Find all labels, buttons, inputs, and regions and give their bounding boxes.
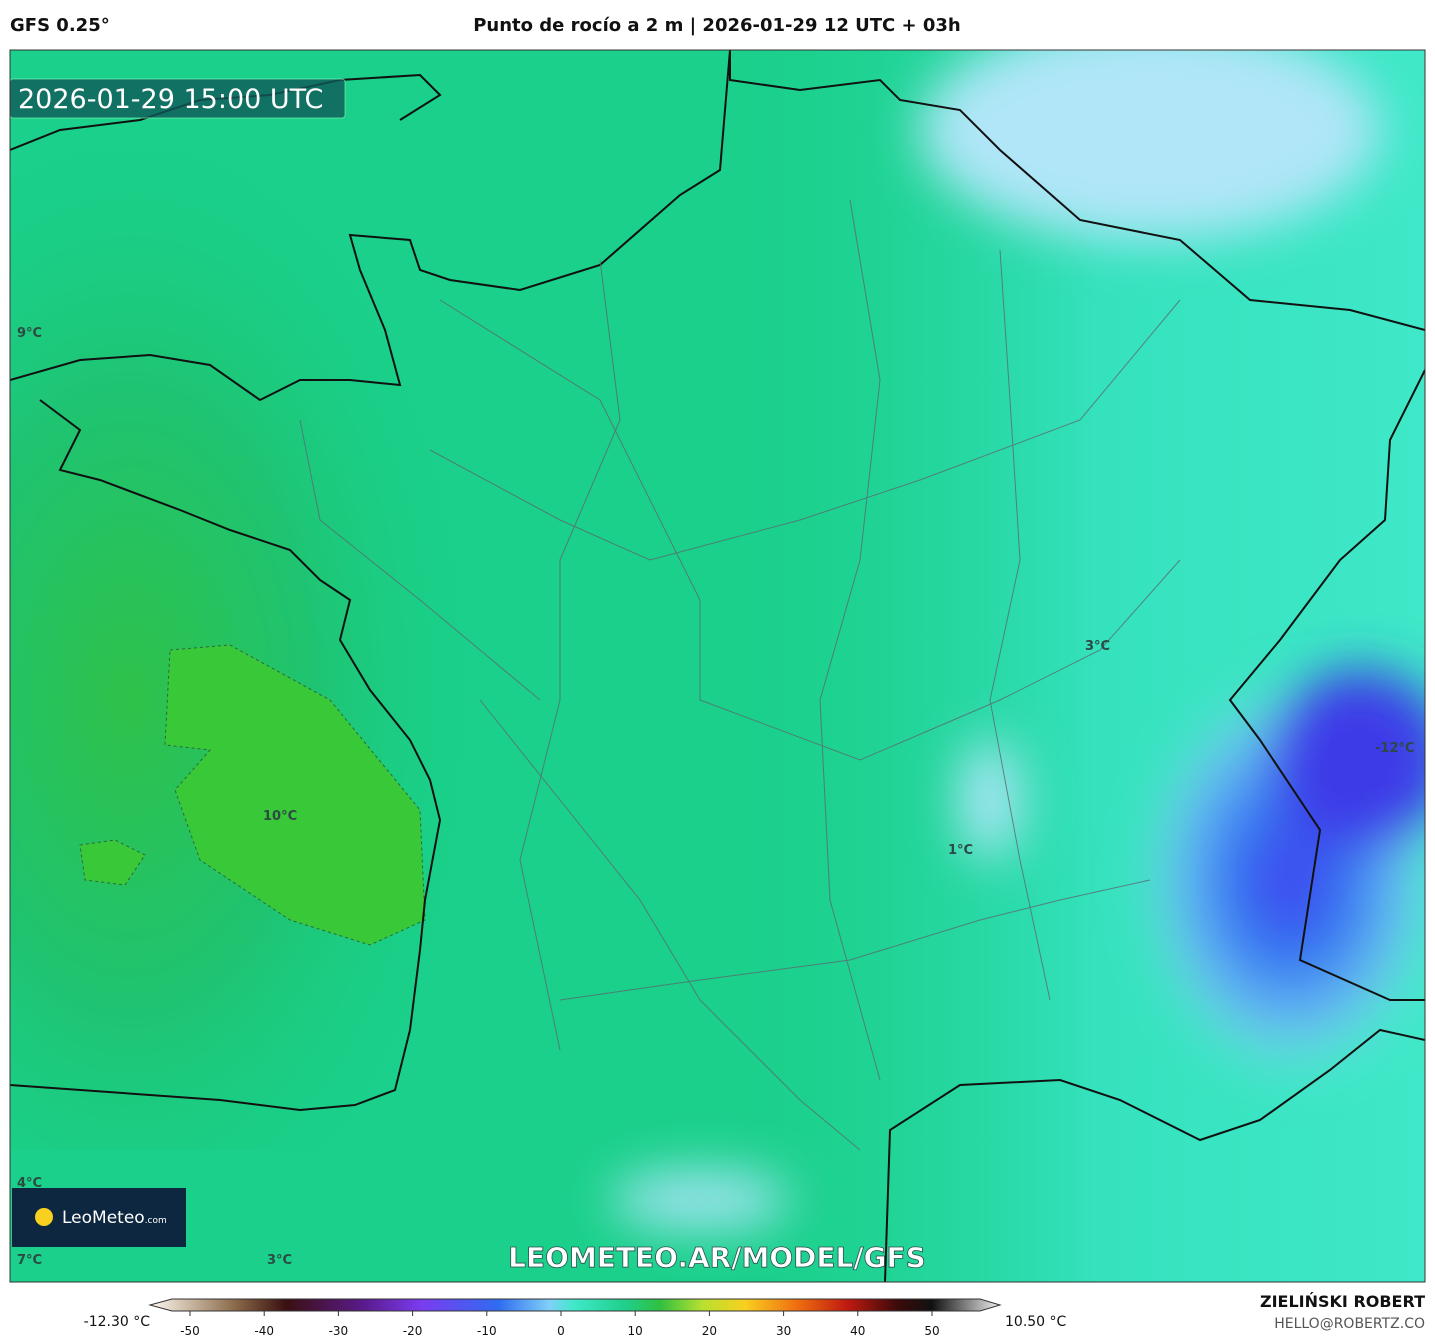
colorbar-tick-label: -10 [477,1324,497,1338]
colorbar [148,1298,1002,1312]
contour-label: 4°C [17,1176,42,1191]
contour-label: -12°C [1375,741,1415,756]
colorbar-tick-label: 0 [557,1324,565,1338]
colorbar-tick-label: -20 [403,1324,423,1338]
colorbar-tick-label: 10 [628,1324,643,1338]
colorbar-tick-label: 50 [924,1324,939,1338]
colorbar-tick-label: -40 [254,1324,274,1338]
timestamp-box [10,78,346,119]
colorbar-max: 10.50 °C [1005,1314,1067,1330]
contour-label: 7°C [17,1253,42,1268]
contour-label: 3°C [267,1253,292,1268]
contour-label: 9°C [17,326,42,341]
contour-label: 10°C [263,809,297,824]
colorbar-tick-label: 40 [850,1324,865,1338]
map-title: Punto de rocío a 2 m | 2026-01-29 12 UTC… [473,15,961,36]
credit-email: HELLO@ROBERTZ.CO [1274,1316,1425,1332]
credit-author: ZIELIŃSKI ROBERT [1260,1292,1425,1311]
colorbar-tick-label: -30 [329,1324,349,1338]
watermark: LEOMETEO.AR/MODEL/GFS [508,1241,926,1274]
timestamp: 2026-01-29 15:00 UTC [18,84,323,115]
contour-label: 3°C [1085,639,1110,654]
logo-name: LeoMeteo [62,1208,145,1228]
logo-sun [35,1208,53,1226]
contour-label: 1°C [948,843,973,858]
colorbar-tick-label: 30 [776,1324,791,1338]
logo-suffix: .com [145,1216,167,1226]
logo-text: LeoMeteo.com [62,1208,167,1228]
colorbar-tick-label: -50 [180,1324,200,1338]
map-frame [9,49,1426,1283]
map: 2026-01-29 15:00 UTC 9°C 10°C 3°C 1°C -12°C 4… [10,50,1425,1282]
colorbar-min: -12.30 °C [84,1314,151,1330]
model-name: GFS 0.25° [10,15,110,36]
colorbar-tick-label: 20 [702,1324,717,1338]
